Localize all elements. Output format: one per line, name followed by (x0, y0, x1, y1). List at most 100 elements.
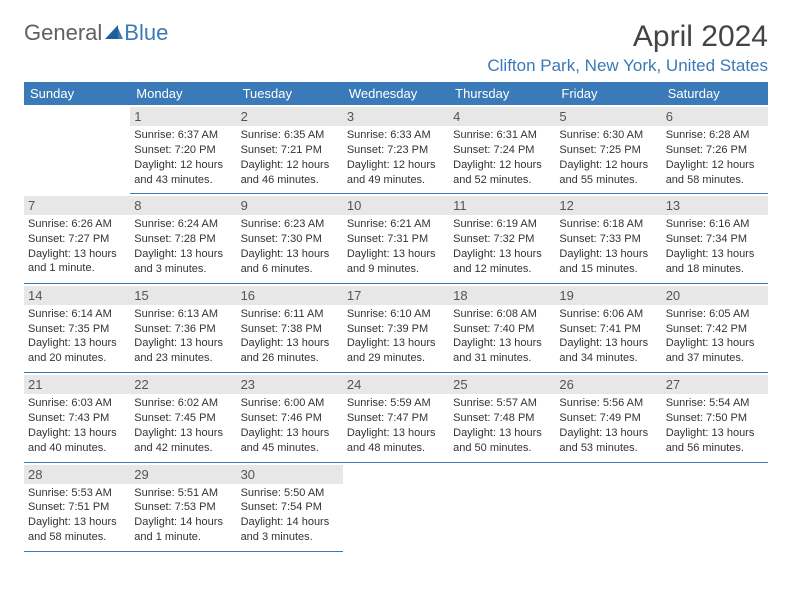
sunrise-text: Sunrise: 6:18 AM (559, 217, 657, 232)
weekday-header: Thursday (449, 82, 555, 105)
day-info: Sunrise: 6:28 AMSunset: 7:26 PMDaylight:… (666, 128, 764, 187)
calendar-day-cell: 6 Sunrise: 6:28 AMSunset: 7:26 PMDaylight… (662, 105, 768, 194)
sunset-text: Sunset: 7:54 PM (241, 500, 339, 515)
day-number: 12 (555, 196, 661, 215)
daylight-text: Daylight: 12 hours and 52 minutes. (453, 158, 551, 188)
sunset-text: Sunset: 7:30 PM (241, 232, 339, 247)
sunrise-text: Sunrise: 5:56 AM (559, 396, 657, 411)
daylight-text: Daylight: 13 hours and 18 minutes. (666, 247, 764, 277)
sunset-text: Sunset: 7:48 PM (453, 411, 551, 426)
sunset-text: Sunset: 7:26 PM (666, 143, 764, 158)
calendar-day-cell: 22Sunrise: 6:02 AMSunset: 7:45 PMDayligh… (130, 373, 236, 462)
calendar-day-cell (24, 105, 130, 194)
calendar-week-row: 7Sunrise: 6:26 AMSunset: 7:27 PMDaylight… (24, 194, 768, 283)
day-number: 11 (449, 196, 555, 215)
calendar-day-cell: 12Sunrise: 6:18 AMSunset: 7:33 PMDayligh… (555, 194, 661, 283)
brand-part1: General (24, 20, 102, 46)
calendar-day-cell: 7Sunrise: 6:26 AMSunset: 7:27 PMDaylight… (24, 194, 130, 283)
calendar-week-row: 14Sunrise: 6:14 AMSunset: 7:35 PMDayligh… (24, 283, 768, 372)
location-subtitle: Clifton Park, New York, United States (487, 56, 768, 76)
sunset-text: Sunset: 7:36 PM (134, 322, 232, 337)
daylight-text: Daylight: 13 hours and 53 minutes. (559, 426, 657, 456)
calendar-day-cell: 30Sunrise: 5:50 AMSunset: 7:54 PMDayligh… (237, 462, 343, 551)
calendar-day-cell: 2 Sunrise: 6:35 AMSunset: 7:21 PMDaylight… (237, 105, 343, 194)
sunset-text: Sunset: 7:46 PM (241, 411, 339, 426)
day-number: 29 (130, 465, 236, 484)
daylight-text: Daylight: 13 hours and 34 minutes. (559, 336, 657, 366)
sunset-text: Sunset: 7:32 PM (453, 232, 551, 247)
daylight-text: Daylight: 12 hours and 49 minutes. (347, 158, 445, 188)
daylight-text: Daylight: 13 hours and 1 minute. (28, 247, 126, 277)
daylight-text: Daylight: 13 hours and 40 minutes. (28, 426, 126, 456)
daylight-text: Daylight: 13 hours and 56 minutes. (666, 426, 764, 456)
daylight-text: Daylight: 13 hours and 9 minutes. (347, 247, 445, 277)
calendar-day-cell: 26Sunrise: 5:56 AMSunset: 7:49 PMDayligh… (555, 373, 661, 462)
sunset-text: Sunset: 7:47 PM (347, 411, 445, 426)
sunrise-text: Sunrise: 5:50 AM (241, 486, 339, 501)
sunset-text: Sunset: 7:33 PM (559, 232, 657, 247)
daylight-text: Daylight: 13 hours and 23 minutes. (134, 336, 232, 366)
sunset-text: Sunset: 7:45 PM (134, 411, 232, 426)
daylight-text: Daylight: 13 hours and 29 minutes. (347, 336, 445, 366)
daylight-text: Daylight: 14 hours and 3 minutes. (241, 515, 339, 545)
sunset-text: Sunset: 7:34 PM (666, 232, 764, 247)
sunrise-text: Sunrise: 5:51 AM (134, 486, 232, 501)
day-number: 17 (343, 286, 449, 305)
day-number: 13 (662, 196, 768, 215)
day-info: Sunrise: 6:19 AMSunset: 7:32 PMDaylight:… (453, 217, 551, 276)
sunrise-text: Sunrise: 6:19 AM (453, 217, 551, 232)
calendar-day-cell: 11 Sunrise: 6:19 AMSunset: 7:32 PMDayligh… (449, 194, 555, 283)
calendar-day-cell: 27 Sunrise: 5:54 AMSunset: 7:50 PMDayligh… (662, 373, 768, 462)
daylight-text: Daylight: 13 hours and 50 minutes. (453, 426, 551, 456)
sunset-text: Sunset: 7:39 PM (347, 322, 445, 337)
day-info: Sunrise: 5:50 AMSunset: 7:54 PMDaylight:… (241, 486, 339, 545)
day-info: Sunrise: 6:33 AMSunset: 7:23 PMDaylight:… (347, 128, 445, 187)
calendar-day-cell (343, 462, 449, 551)
day-info: Sunrise: 6:11 AMSunset: 7:38 PMDaylight:… (241, 307, 339, 366)
day-info: Sunrise: 5:54 AMSunset: 7:50 PMDaylight:… (666, 396, 764, 455)
daylight-text: Daylight: 13 hours and 6 minutes. (241, 247, 339, 277)
sunset-text: Sunset: 7:38 PM (241, 322, 339, 337)
day-number: 21 (24, 375, 130, 394)
calendar-day-cell (449, 462, 555, 551)
title-block: April 2024 Clifton Park, New York, Unite… (487, 20, 768, 76)
day-number: 14 (24, 286, 130, 305)
sunset-text: Sunset: 7:42 PM (666, 322, 764, 337)
weekday-header: Sunday (24, 82, 130, 105)
calendar-day-cell: 4Sunrise: 6:31 AMSunset: 7:24 PMDaylight… (449, 105, 555, 194)
day-info: Sunrise: 5:57 AMSunset: 7:48 PMDaylight:… (453, 396, 551, 455)
daylight-text: Daylight: 13 hours and 12 minutes. (453, 247, 551, 277)
calendar-day-cell (662, 462, 768, 551)
calendar-day-cell (555, 462, 661, 551)
sunset-text: Sunset: 7:27 PM (28, 232, 126, 247)
day-number: 9 (237, 196, 343, 215)
sunset-text: Sunset: 7:21 PM (241, 143, 339, 158)
calendar-day-cell: 20Sunrise: 6:05 AMSunset: 7:42 PMDayligh… (662, 283, 768, 372)
day-info: Sunrise: 6:30 AMSunset: 7:25 PMDaylight:… (559, 128, 657, 187)
sunrise-text: Sunrise: 6:11 AM (241, 307, 339, 322)
day-number: 25 (449, 375, 555, 394)
day-number: 2 (237, 107, 343, 126)
calendar-day-cell: 24 Sunrise: 5:59 AMSunset: 7:47 PMDayligh… (343, 373, 449, 462)
sunrise-text: Sunrise: 6:14 AM (28, 307, 126, 322)
calendar-table: SundayMondayTuesdayWednesdayThursdayFrid… (24, 82, 768, 552)
calendar-body: 1Sunrise: 6:37 AMSunset: 7:20 PMDaylight… (24, 105, 768, 551)
calendar-day-cell: 28 Sunrise: 5:53 AMSunset: 7:51 PMDayligh… (24, 462, 130, 551)
day-info: Sunrise: 5:53 AMSunset: 7:51 PMDaylight:… (28, 486, 126, 545)
calendar-day-cell: 14Sunrise: 6:14 AMSunset: 7:35 PMDayligh… (24, 283, 130, 372)
sunrise-text: Sunrise: 6:08 AM (453, 307, 551, 322)
sunrise-text: Sunrise: 6:03 AM (28, 396, 126, 411)
weekday-header: Friday (555, 82, 661, 105)
calendar-day-cell: 1Sunrise: 6:37 AMSunset: 7:20 PMDaylight… (130, 105, 236, 194)
day-number: 24 (343, 375, 449, 394)
sunset-text: Sunset: 7:25 PM (559, 143, 657, 158)
day-info: Sunrise: 5:59 AMSunset: 7:47 PMDaylight:… (347, 396, 445, 455)
day-number: 27 (662, 375, 768, 394)
day-number: 28 (24, 465, 130, 484)
sunset-text: Sunset: 7:23 PM (347, 143, 445, 158)
day-number: 26 (555, 375, 661, 394)
day-info: Sunrise: 6:35 AMSunset: 7:21 PMDaylight:… (241, 128, 339, 187)
sunset-text: Sunset: 7:20 PM (134, 143, 232, 158)
sunrise-text: Sunrise: 5:57 AM (453, 396, 551, 411)
day-number: 6 (662, 107, 768, 126)
